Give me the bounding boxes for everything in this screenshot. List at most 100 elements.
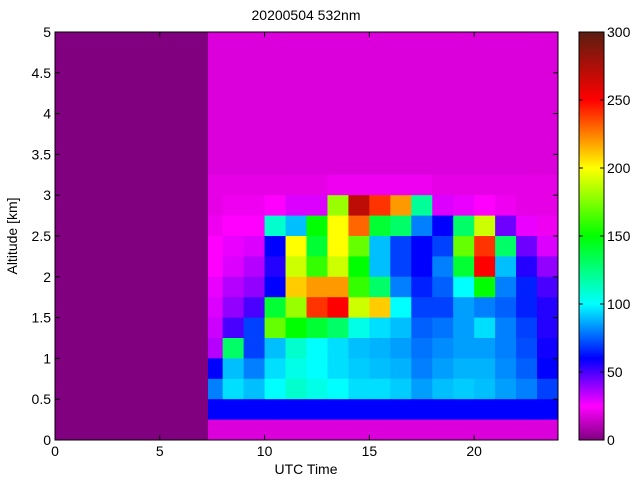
heatmap-cell	[348, 297, 370, 319]
heatmap-cell	[138, 338, 161, 359]
heatmap-cell	[75, 256, 98, 278]
heatmap-cell	[55, 338, 77, 359]
heatmap-cell	[516, 317, 538, 339]
heatmap-cell	[159, 195, 182, 217]
heatmap-cell	[306, 93, 328, 115]
heatmap-cell	[117, 215, 140, 237]
heatmap-cell	[285, 236, 307, 257]
heatmap-cell	[432, 338, 454, 359]
heatmap-cell	[306, 195, 328, 217]
heatmap-cell	[201, 419, 209, 441]
heatmap-cell	[537, 154, 559, 176]
heatmap-cell	[495, 256, 517, 278]
heatmap-cell	[75, 113, 98, 135]
heatmap-cell	[327, 154, 349, 176]
heatmap-cell	[306, 378, 328, 400]
heatmap-cell	[96, 378, 119, 400]
heatmap-cell	[411, 93, 433, 115]
heatmap-cell	[180, 276, 203, 298]
heatmap-cell	[432, 72, 454, 94]
heatmap-cell	[411, 297, 433, 319]
heatmap-cell	[243, 32, 266, 53]
y-tick-label: 1.5	[32, 310, 52, 326]
colorbar	[578, 31, 605, 441]
heatmap-cell	[495, 276, 517, 298]
heatmap-cell	[180, 195, 203, 217]
heatmap-cell	[411, 338, 433, 359]
heatmap-cell	[474, 215, 496, 237]
heatmap-cell	[75, 419, 98, 441]
heatmap-cell	[201, 276, 209, 298]
heatmap-cell	[453, 215, 475, 237]
heatmap-cell	[96, 256, 119, 278]
heatmap-cell	[369, 113, 391, 135]
heatmap-cell	[495, 297, 517, 319]
heatmap-cell	[369, 72, 391, 94]
heatmap-cell	[96, 215, 119, 237]
heatmap-cell	[495, 32, 517, 53]
heatmap-cell	[348, 174, 370, 196]
heatmap-cell	[207, 256, 224, 278]
heatmap-cell	[96, 276, 119, 298]
heatmap-cell	[495, 317, 517, 339]
heatmap-cell	[453, 52, 475, 74]
heatmap-cell	[327, 378, 349, 400]
heatmap-cell	[327, 72, 349, 94]
heatmap-cell	[75, 399, 98, 421]
x-tick-label: 5	[156, 443, 164, 459]
heatmap-cell	[243, 236, 266, 257]
heatmap-cell	[432, 236, 454, 257]
heatmap-cell	[180, 134, 203, 155]
heatmap-cell	[207, 72, 224, 94]
heatmap-cell	[159, 215, 182, 237]
heatmap-cell	[117, 113, 140, 135]
colorbar-tick-label: 150	[607, 228, 631, 244]
heatmap-cell	[243, 297, 266, 319]
heatmap-cell	[285, 154, 307, 176]
heatmap-cell	[55, 32, 77, 53]
heatmap-cell	[201, 32, 209, 53]
y-tick-label: 4	[43, 106, 51, 122]
colorbar-tick-label: 100	[607, 296, 631, 312]
heatmap-cell	[75, 52, 98, 74]
heatmap-cell	[453, 174, 475, 196]
heatmap-cell	[474, 195, 496, 217]
heatmap-cell	[180, 236, 203, 257]
heatmap-cell	[369, 195, 391, 217]
heatmap-cell	[453, 32, 475, 53]
heatmap-cell	[537, 72, 559, 94]
heatmap-cell	[495, 358, 517, 380]
heatmap-cell	[285, 256, 307, 278]
heatmap-cell	[327, 276, 349, 298]
heatmap-cell	[243, 52, 266, 74]
heatmap-cell	[453, 93, 475, 115]
heatmap-cell	[474, 113, 496, 135]
heatmap-cell	[348, 276, 370, 298]
heatmap-cell	[75, 215, 98, 237]
heatmap-cell	[285, 113, 307, 135]
heatmap-cell	[285, 419, 307, 441]
heatmap-cell	[138, 134, 161, 155]
heatmap-cell	[285, 317, 307, 339]
heatmap-cell	[55, 276, 77, 298]
heatmap-cell	[348, 215, 370, 237]
heatmap-cell	[222, 399, 245, 421]
heatmap-cell	[75, 236, 98, 257]
heatmap-cell	[201, 113, 209, 135]
heatmap-cell	[222, 215, 245, 237]
heatmap-cell	[243, 256, 266, 278]
heatmap-cell	[159, 276, 182, 298]
y-tick-label: 3	[43, 187, 51, 203]
heatmap-cell	[369, 256, 391, 278]
heatmap-cell	[390, 154, 412, 176]
heatmap-cell	[117, 32, 140, 53]
x-tick-label: 10	[257, 443, 273, 459]
heatmap-cell	[348, 32, 370, 53]
heatmap-cell	[537, 52, 559, 74]
heatmap-cell	[453, 297, 475, 319]
heatmap-cell	[180, 297, 203, 319]
heatmap-cell	[180, 52, 203, 74]
heatmap-cell	[75, 297, 98, 319]
y-tick-label: 0	[43, 432, 51, 448]
heatmap-cell	[369, 276, 391, 298]
